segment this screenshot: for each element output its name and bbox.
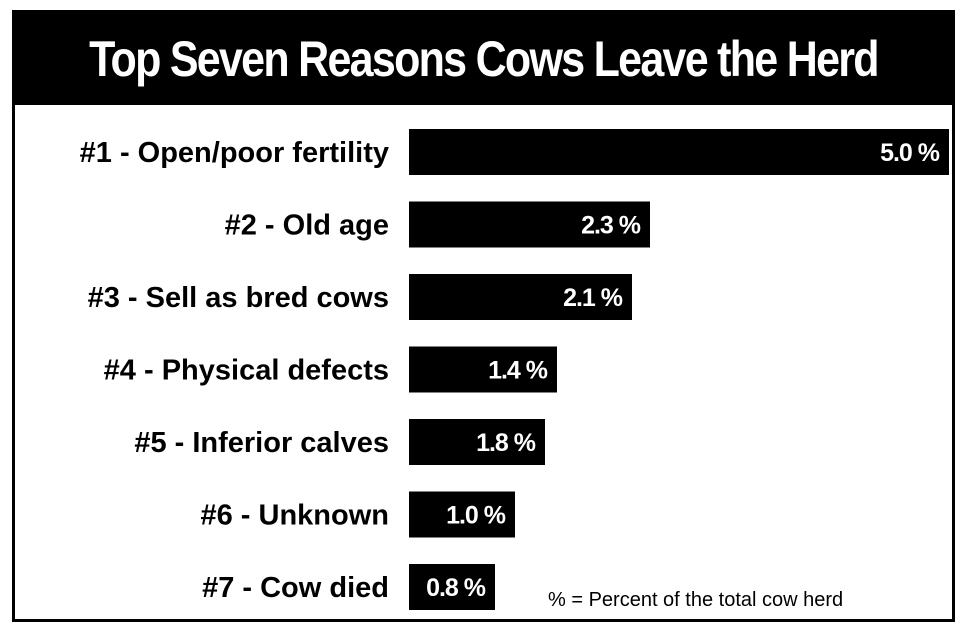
bar-4: [409, 346, 557, 393]
chart-title: Top Seven Reasons Cows Leave the Herd: [89, 31, 879, 87]
bar-6: [409, 491, 515, 538]
bar-5: [409, 419, 545, 465]
value-label-6: 1.0 %: [446, 502, 506, 530]
bar-1: [409, 129, 949, 175]
value-label-4: 1.4 %: [488, 357, 548, 385]
category-label-4: #4 - Physical defects: [104, 355, 389, 387]
value-label-7: 0.8 %: [426, 574, 486, 602]
bar-3: [409, 274, 632, 320]
chart-marks: #1 - Open/poor fertility 5.0 % #2 - Old ag…: [80, 129, 949, 610]
category-label-6: #6 - Unknown: [200, 500, 389, 532]
bar-7: [409, 564, 495, 610]
value-label-2: 2.3 %: [581, 212, 641, 240]
value-label-5: 1.8 %: [476, 429, 536, 457]
category-label-7: #7 - Cow died: [202, 572, 389, 604]
chart-note: % = Percent of the total cow herd: [548, 589, 843, 611]
category-label-2: #2 - Old age: [225, 210, 389, 242]
category-label-1: #1 - Open/poor fertility: [80, 137, 389, 169]
category-label-3: #3 - Sell as bred cows: [88, 282, 389, 314]
category-label-5: #5 - Inferior calves: [134, 427, 389, 459]
title-bar: [15, 13, 952, 105]
value-label-1: 5.0 %: [880, 139, 940, 167]
bar-2: [409, 201, 650, 248]
value-label-3: 2.1 %: [563, 284, 623, 312]
